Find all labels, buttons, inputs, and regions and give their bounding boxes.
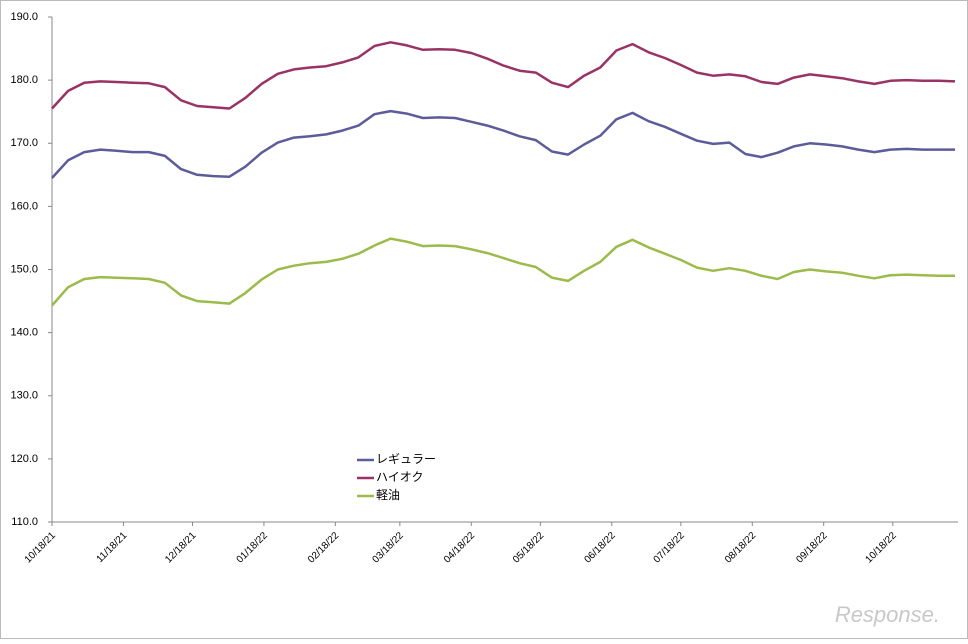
legend-label: レギュラー: [376, 452, 436, 466]
y-tick-label: 190.0: [10, 11, 38, 23]
series-line: [51, 41, 956, 110]
legend-label: 軽油: [376, 488, 400, 502]
y-tick-label: 160.0: [10, 200, 38, 212]
series-line: [51, 109, 955, 179]
series-line: [51, 237, 955, 307]
y-tick-label: 120.0: [10, 453, 38, 465]
y-tick-label: 170.0: [10, 137, 38, 149]
y-tick-label: 130.0: [10, 390, 38, 402]
legend-label: ハイオク: [376, 470, 424, 484]
y-tick-label: 140.0: [10, 327, 38, 339]
y-tick-label: 110.0: [11, 516, 38, 528]
y-tick-label: 180.0: [10, 74, 38, 86]
watermark: Response.: [835, 602, 940, 627]
y-tick-label: 150.0: [10, 263, 38, 275]
